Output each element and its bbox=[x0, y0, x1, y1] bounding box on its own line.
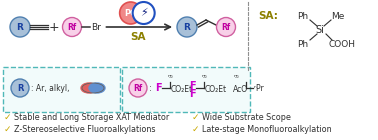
Text: CO₂Et: CO₂Et bbox=[205, 85, 227, 94]
Text: +: + bbox=[49, 20, 59, 33]
Text: ✓: ✓ bbox=[4, 124, 11, 134]
Text: ⚡: ⚡ bbox=[140, 8, 147, 18]
Text: Wide Substrate Scope: Wide Substrate Scope bbox=[202, 113, 291, 122]
Text: ⁿPr: ⁿPr bbox=[254, 83, 265, 93]
Text: Rf: Rf bbox=[133, 83, 143, 93]
Text: AcO: AcO bbox=[233, 85, 248, 94]
Text: ✓: ✓ bbox=[192, 124, 200, 134]
Text: : Ar, alkyl,: : Ar, alkyl, bbox=[31, 84, 70, 93]
Text: PC: PC bbox=[124, 9, 137, 18]
Text: Stable and Long Storage XAT Mediator: Stable and Long Storage XAT Mediator bbox=[14, 113, 169, 122]
Text: F: F bbox=[189, 81, 196, 91]
Text: Ph: Ph bbox=[297, 39, 308, 48]
Circle shape bbox=[133, 2, 155, 24]
Text: Ph: Ph bbox=[297, 11, 308, 20]
Text: COOH: COOH bbox=[328, 39, 355, 48]
Circle shape bbox=[11, 79, 29, 97]
Text: ✓: ✓ bbox=[4, 113, 11, 122]
Text: Late-stage Monofluoroalkylation: Late-stage Monofluoroalkylation bbox=[202, 124, 332, 134]
Circle shape bbox=[177, 17, 197, 37]
Text: CO₂Et: CO₂Et bbox=[171, 85, 193, 94]
Text: R: R bbox=[17, 23, 23, 32]
FancyBboxPatch shape bbox=[3, 67, 120, 112]
Circle shape bbox=[120, 2, 142, 24]
Text: SA:: SA: bbox=[258, 11, 278, 21]
Text: Br: Br bbox=[91, 23, 101, 32]
Text: R: R bbox=[17, 83, 23, 93]
Text: Z-Stereoselective Fluoroalkylations: Z-Stereoselective Fluoroalkylations bbox=[14, 124, 155, 134]
Text: :: : bbox=[149, 83, 152, 93]
Text: Me: Me bbox=[331, 11, 345, 20]
Text: ᵑᵑ: ᵑᵑ bbox=[201, 75, 207, 81]
Text: ✓: ✓ bbox=[192, 113, 200, 122]
Circle shape bbox=[217, 18, 235, 37]
FancyBboxPatch shape bbox=[122, 67, 250, 112]
Text: SA: SA bbox=[130, 32, 146, 42]
Text: ᵑᵑ: ᵑᵑ bbox=[234, 75, 240, 81]
Text: Rf: Rf bbox=[222, 23, 231, 32]
Text: Si: Si bbox=[316, 25, 324, 35]
Circle shape bbox=[10, 17, 30, 37]
Text: Rf: Rf bbox=[67, 23, 77, 32]
Text: F: F bbox=[189, 89, 196, 99]
Text: R: R bbox=[184, 23, 191, 32]
Text: F: F bbox=[155, 83, 162, 93]
Text: ᵑᵑ: ᵑᵑ bbox=[167, 75, 173, 81]
Circle shape bbox=[129, 79, 147, 97]
Circle shape bbox=[62, 18, 82, 37]
Ellipse shape bbox=[89, 83, 105, 93]
Ellipse shape bbox=[81, 83, 97, 93]
